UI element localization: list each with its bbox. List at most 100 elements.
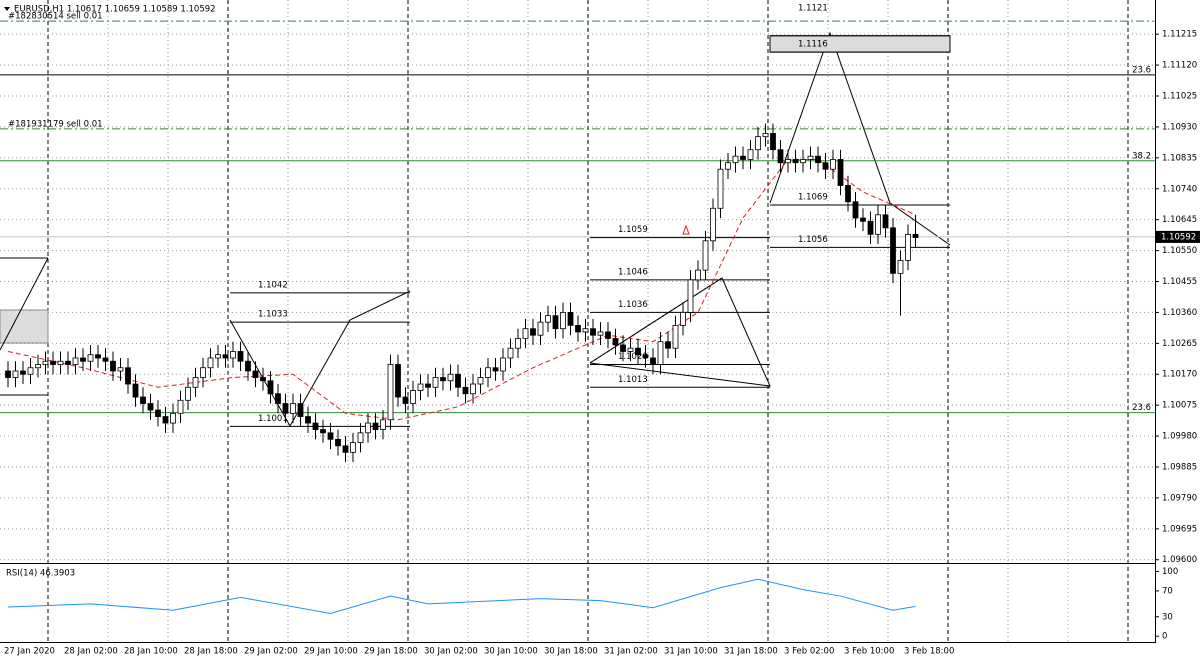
y-tick-label: 1.11215 [1162,30,1197,40]
y-tick-label: 1.09980 [1162,432,1197,442]
candle-body [477,377,484,385]
candle-body [65,360,71,365]
candle-body [777,149,784,164]
candle-body [380,419,386,430]
candle-body [530,328,536,336]
y-tick-label: 1.11120 [1162,61,1197,71]
candle-body [215,354,221,359]
candle-body [335,438,341,447]
order-label: #181931179 sell 0.01 [8,119,103,129]
y-tick-label: 1.10740 [1162,184,1197,194]
candle-body [237,351,244,362]
fibo-label: 23.6 [1132,65,1151,75]
candle-body [155,409,161,417]
x-tick-label: 31 Jan 02:00 [604,647,658,657]
x-tick-label: 28 Jan 02:00 [64,647,118,657]
candle-body [717,168,724,209]
x-tick-label: 3 Feb 18:00 [904,647,954,657]
candle-body [275,393,281,404]
candle-body [455,373,461,388]
pattern-label: 1.1013 [618,375,648,385]
candle-body [102,357,109,362]
candle-body [747,149,754,160]
candle-body [522,328,529,339]
candle-body [27,367,34,375]
candle-body [702,240,709,271]
grid [0,0,1155,643]
candle-body [192,377,199,388]
candle-body [710,207,716,242]
candle-body [42,360,49,365]
pattern-line [769,31,951,246]
candle-body [582,328,589,333]
candle-body [35,364,41,369]
candle-body [485,367,491,378]
candle-body [650,357,656,365]
y-tick-label: 1.09885 [1162,462,1197,472]
candle-body [50,360,56,365]
y-tick-label: 1.10360 [1162,308,1197,318]
candle-body [260,377,266,382]
zone-box [0,309,49,344]
y-tick-label: 1.10930 [1162,122,1197,132]
candle-body [282,403,289,414]
candle-body [350,442,356,453]
candle-body [852,201,859,219]
candle-body [87,354,94,362]
menu-arrow [4,7,10,11]
y-tick-label: 0 [1162,632,1167,642]
candle-body [297,403,304,417]
candle-body [462,386,469,395]
pattern-label: 1.1046 [618,267,648,277]
candle-body [740,155,746,160]
candle-body [417,383,424,391]
candle-body [170,412,176,424]
pattern-line [589,277,771,387]
candle-body [185,386,191,401]
candle-body [110,360,116,372]
y-tick-label: 1.10265 [1162,339,1197,349]
candle-body [20,370,26,375]
x-tick-label: 31 Jan 10:00 [664,647,718,657]
candle-body [387,364,394,421]
pattern-label: 1.1059 [618,225,648,235]
pattern-label: 1.1020 [618,352,648,362]
candle-body [267,380,274,395]
candle-body [140,396,146,404]
pattern-line [0,257,49,351]
candle-body [507,347,514,359]
candle-body [57,360,64,365]
candle-body [252,370,259,378]
y-tick-label: 1.10835 [1162,153,1197,163]
pattern-label: 1.1036 [618,300,648,310]
candle-body [897,259,904,274]
candle-body [365,422,371,434]
candle-body [342,445,349,453]
candle-body [567,312,574,326]
fibo-label: 38.2 [1132,151,1151,161]
candle-body [612,338,619,346]
candle-body [672,325,679,349]
symbol-header: EURUSD,H1 1.10617 1.10659 1.10589 1.1059… [14,5,216,15]
candle-body [552,315,559,330]
candle-body [515,338,521,349]
candle-body [695,269,701,281]
candle-body [5,370,11,378]
candle-body [132,383,139,398]
x-tick-label: 3 Feb 02:00 [784,647,834,657]
candle-body [785,159,791,164]
x-tick-label: 27 Jan 2020 [4,647,55,657]
x-tick-label: 30 Jan 18:00 [544,647,598,657]
candle-body [597,331,604,336]
pattern-label: 1.1116 [798,40,828,50]
y-tick-label: 1.09695 [1162,524,1197,534]
candle-body [912,233,919,238]
candle-body [732,155,739,164]
candle-body [605,331,611,339]
pattern-shapes [0,31,951,428]
x-tick-label: 31 Jan 18:00 [724,647,778,657]
candle-body [590,328,596,336]
candle-body [425,383,431,388]
candle-body [875,214,881,235]
